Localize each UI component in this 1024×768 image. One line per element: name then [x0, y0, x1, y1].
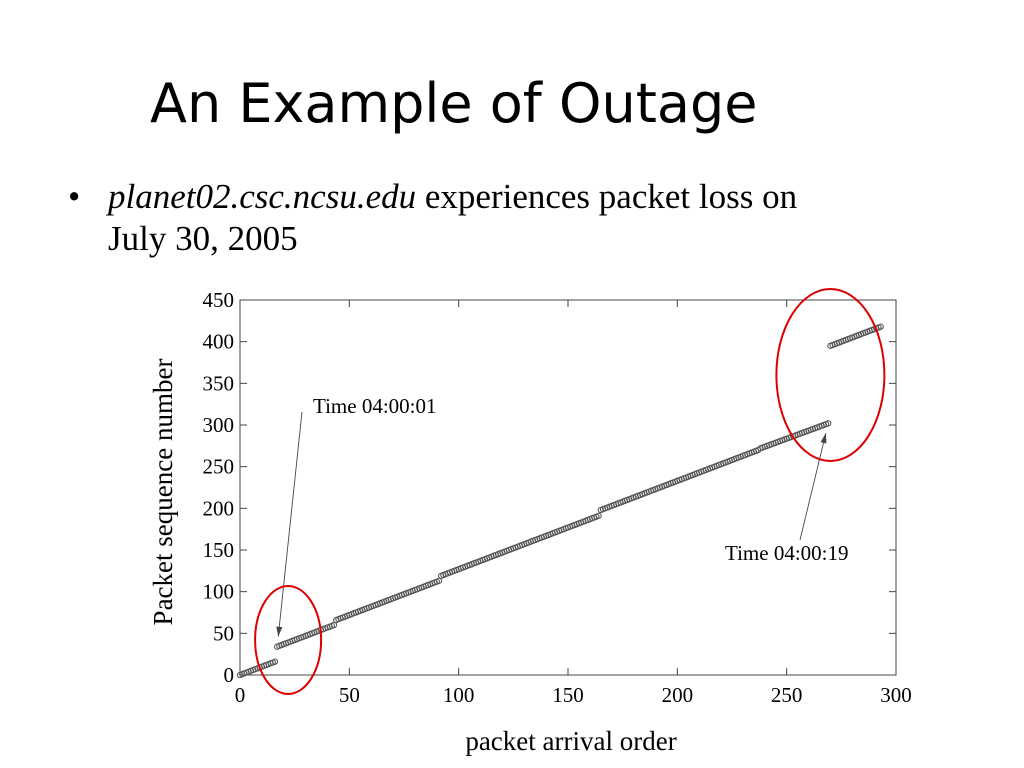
y-tick-label: 300 [203, 413, 235, 437]
x-tick-label: 300 [880, 683, 912, 707]
x-tick-label: 250 [771, 683, 803, 707]
y-tick-label: 100 [203, 580, 235, 604]
annotation-label: Time 04:00:01 [313, 394, 437, 418]
data-point [595, 512, 602, 519]
annotation-label: Time 04:00:19 [725, 541, 849, 565]
y-tick-label: 450 [203, 288, 235, 312]
highlight-circle [775, 288, 886, 462]
x-tick-label: 100 [443, 683, 475, 707]
y-tick-label: 150 [203, 538, 235, 562]
y-axis-ticks: 0 50 100 150 200 250 300 350 400 450 [203, 288, 896, 687]
y-tick-label: 250 [203, 455, 235, 479]
bullet-date: July 30, 2005 [108, 219, 298, 258]
slide-title: An Example of Outage [150, 72, 758, 135]
x-tick-label: 200 [662, 683, 694, 707]
y-tick-label: 350 [203, 371, 235, 395]
x-tick-label: 0 [235, 683, 246, 707]
annotation-arrow-line [277, 411, 303, 637]
bullet-list: • planet02.csc.ncsu.edu experiences pack… [68, 176, 948, 260]
host-name: planet02.csc.ncsu.edu [108, 177, 417, 216]
y-tick-label: 50 [213, 621, 234, 645]
bullet-dot-icon: • [68, 177, 81, 216]
x-axis-label: packet arrival order [465, 726, 676, 756]
y-axis-label: Packet sequence number [148, 359, 178, 626]
y-tick-label: 400 [203, 330, 235, 354]
data-point [877, 323, 884, 330]
x-axis-ticks: 0 50 100 150 200 250 300 [235, 300, 912, 707]
bullet-item: • planet02.csc.ncsu.edu experiences pack… [68, 176, 948, 260]
x-tick-label: 150 [552, 683, 584, 707]
annotations: Time 04:00:01 Time 04:00:19 [276, 394, 849, 637]
bullet-text: experiences packet loss on [424, 177, 798, 216]
highlight-circle [254, 585, 323, 695]
highlight-circles [254, 288, 886, 695]
data-point [271, 658, 279, 665]
annotation-arrow-line [799, 432, 827, 541]
annotation-arrow-head [276, 626, 283, 637]
x-tick-label: 50 [339, 683, 360, 707]
annotation-arrow-head [820, 433, 827, 444]
data-point [435, 577, 443, 584]
y-tick-label: 200 [203, 496, 235, 520]
data-point [330, 621, 338, 629]
y-tick-label: 0 [224, 663, 235, 687]
data-point [825, 420, 832, 427]
data-points [236, 323, 884, 679]
